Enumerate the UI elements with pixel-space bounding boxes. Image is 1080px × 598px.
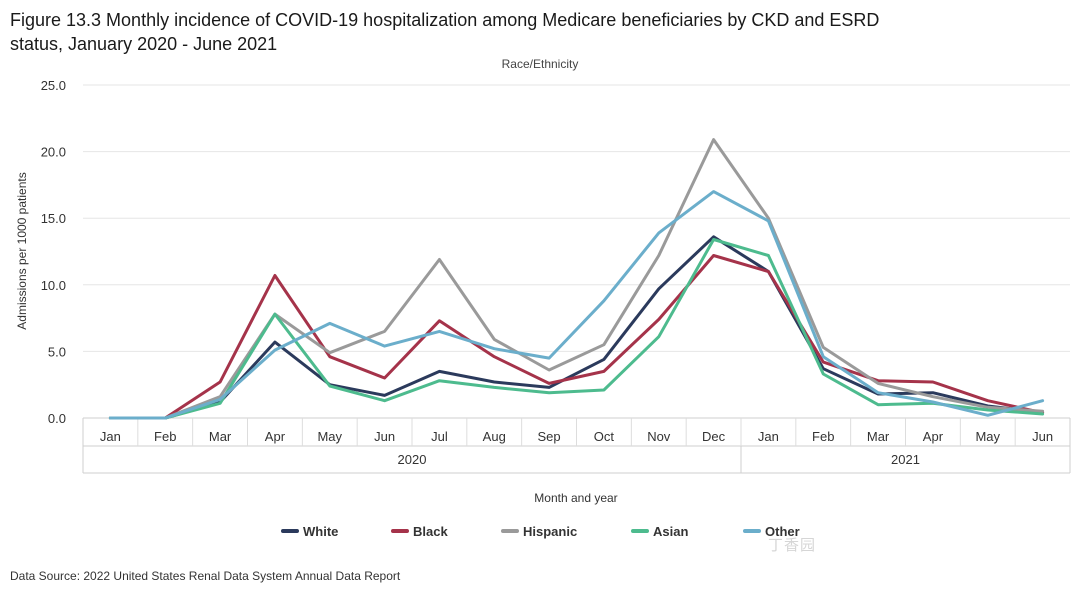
legend-label: Hispanic bbox=[523, 524, 577, 539]
series-line-asian bbox=[108, 238, 1045, 420]
y-tick-label: 15.0 bbox=[41, 211, 66, 226]
year-label: 2021 bbox=[891, 452, 920, 467]
y-tick-label: 0.0 bbox=[48, 411, 66, 426]
x-tick-label: Jun bbox=[374, 429, 395, 444]
y-tick-label: 10.0 bbox=[41, 278, 66, 293]
figure-title: Figure 13.3 Monthly incidence of COVID-1… bbox=[10, 8, 1010, 56]
x-tick-label: Mar bbox=[209, 429, 232, 444]
legend: White Black Hispanic Asian Other bbox=[281, 524, 800, 539]
x-tick-label: Apr bbox=[265, 429, 286, 444]
x-tick-label: Mar bbox=[867, 429, 890, 444]
data-source-note: Data Source: 2022 United States Renal Da… bbox=[10, 569, 401, 583]
x-axis-label: Month and year bbox=[534, 491, 617, 505]
legend-label: Asian bbox=[653, 524, 688, 539]
y-tick-label: 25.0 bbox=[41, 78, 66, 93]
y-tick-labels: 0.0 5.0 10.0 15.0 20.0 25.0 bbox=[41, 78, 66, 426]
series-line-other bbox=[108, 190, 1045, 420]
chart-subtitle: Race/Ethnicity bbox=[502, 57, 579, 71]
x-tick-label: Jul bbox=[431, 429, 448, 444]
legend-item-white: White bbox=[281, 524, 338, 539]
legend-label: Black bbox=[413, 524, 448, 539]
legend-item-black: Black bbox=[391, 524, 448, 539]
series-line-black bbox=[108, 254, 1045, 420]
line-chart: Race/Ethnicity Admissions per 1000 patie… bbox=[15, 57, 1071, 539]
y-gridlines bbox=[83, 84, 1070, 419]
figure-title-line-2: status, January 2020 - June 2021 bbox=[10, 34, 278, 54]
x-tick-label: Oct bbox=[594, 429, 615, 444]
x-tick-label: Sep bbox=[538, 429, 561, 444]
x-tick-label: Jan bbox=[100, 429, 121, 444]
legend-item-other: Other bbox=[743, 524, 800, 539]
x-tick-label: Apr bbox=[923, 429, 944, 444]
x-tick-label: Dec bbox=[702, 429, 726, 444]
figure-title-line-1: Figure 13.3 Monthly incidence of COVID-1… bbox=[10, 10, 880, 30]
x-axis: Jan Feb Mar Apr May Jun Jul Aug Sep Oct Nov Dec Jan F… bbox=[82, 418, 1071, 474]
series-lines bbox=[108, 138, 1045, 420]
legend-item-asian: Asian bbox=[631, 524, 688, 539]
watermark-logo: 丁香园 bbox=[768, 537, 817, 554]
legend-item-hispanic: Hispanic bbox=[501, 524, 577, 539]
legend-label: Other bbox=[765, 524, 800, 539]
x-tick-label: Nov bbox=[647, 429, 671, 444]
x-tick-label: Jun bbox=[1032, 429, 1053, 444]
y-tick-label: 20.0 bbox=[41, 145, 66, 160]
x-tick-label: Aug bbox=[483, 429, 506, 444]
x-tick-label: May bbox=[975, 429, 1000, 444]
x-tick-label: May bbox=[317, 429, 342, 444]
x-tick-label: Feb bbox=[154, 429, 176, 444]
legend-label: White bbox=[303, 524, 338, 539]
y-axis-label: Admissions per 1000 patients bbox=[15, 172, 29, 329]
x-tick-label: Feb bbox=[812, 429, 834, 444]
x-tick-label: Jan bbox=[758, 429, 779, 444]
y-tick-label: 5.0 bbox=[48, 344, 66, 359]
year-label: 2020 bbox=[398, 452, 427, 467]
